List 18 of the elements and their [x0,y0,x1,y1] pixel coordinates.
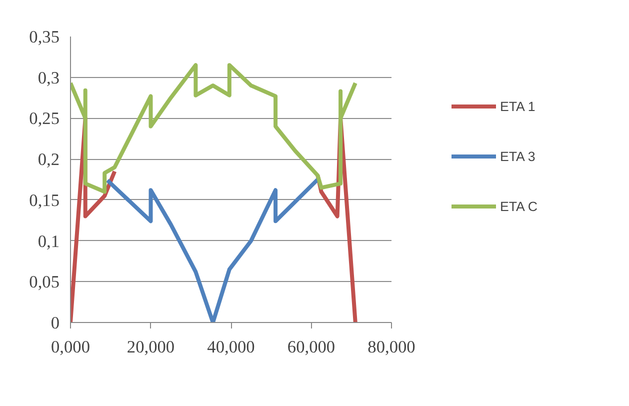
x-tick-label: 60,000 [287,338,336,356]
y-tick-label: 0,35 [29,28,60,46]
y-tick-label: 0,15 [29,190,60,210]
x-tick-label: 80,000 [368,338,416,356]
legend-label: ETA 3 [500,148,536,164]
y-tick-label: 0,1 [38,232,60,251]
y-tick-label: 0,2 [38,150,60,170]
legend-label: ETA 1 [500,98,536,114]
line-series [105,178,320,322]
x-tick-label: 0,000 [51,338,90,356]
line-series [70,63,358,194]
y-tick-label: 0,3 [38,68,60,88]
legend-label: ETA C [500,198,538,214]
y-tick-label: 0,25 [29,109,60,128]
y-tick-label: 0,05 [29,272,60,292]
x-tick-label: 20,000 [126,338,175,356]
y-tick-label: 0 [50,314,60,332]
x-tick-label: 40,000 [207,338,255,356]
